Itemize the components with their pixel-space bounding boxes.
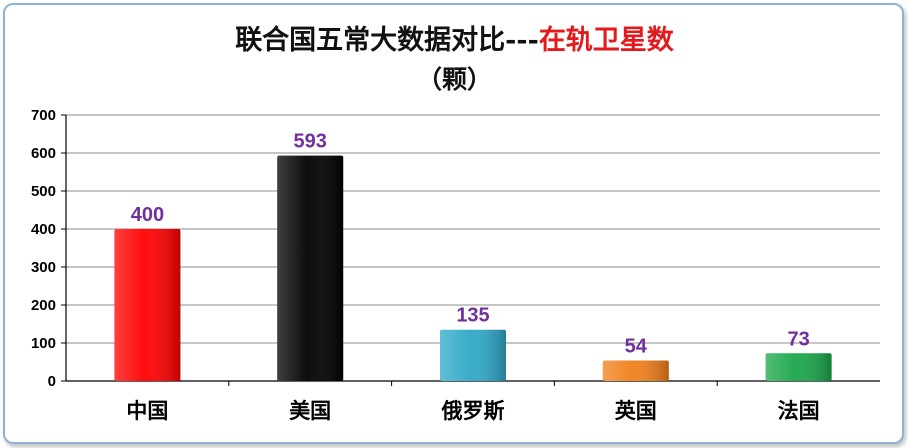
y-tick-label: 500: [31, 183, 56, 200]
y-tick-label: 600: [31, 145, 56, 162]
x-category-label: 俄罗斯: [441, 399, 505, 423]
data-label: 135: [456, 305, 489, 327]
bar-shading: [277, 155, 344, 381]
chart-title: 联合国五常大数据对比---在轨卫星数: [0, 18, 909, 57]
x-category-labels: 中国 美国 俄罗斯 英国 法国: [126, 399, 819, 423]
data-label: 593: [294, 131, 327, 153]
chart-title-highlight: 在轨卫星数: [538, 25, 674, 56]
y-tick-label: 700: [31, 107, 56, 124]
y-tick-label: 300: [31, 259, 56, 276]
x-category-label: 法国: [778, 399, 820, 423]
data-label: 73: [787, 328, 809, 350]
bars: [114, 155, 832, 381]
y-tick-label: 100: [31, 335, 56, 352]
y-tick-label: 400: [31, 221, 56, 238]
x-category-label: 中国: [126, 399, 168, 423]
y-tick-labels: 0 100 200 300 400 500 600 700: [31, 107, 56, 390]
bar-shading: [440, 329, 506, 381]
bar-shading: [114, 229, 181, 381]
bar-shading: [602, 360, 669, 381]
x-category-label: 美国: [289, 399, 331, 423]
bar-shading: [765, 353, 832, 381]
x-category-label: 英国: [615, 399, 657, 423]
data-label: 400: [131, 204, 164, 226]
chart-title-main: 联合国五常大数据对比---: [235, 25, 539, 56]
y-tick-label: 0: [48, 373, 56, 390]
data-label: 54: [625, 335, 648, 357]
chart-subtitle: （颗）: [416, 65, 492, 94]
data-labels: 400 593 135 54 73: [131, 131, 810, 358]
y-tick-label: 200: [31, 297, 56, 314]
